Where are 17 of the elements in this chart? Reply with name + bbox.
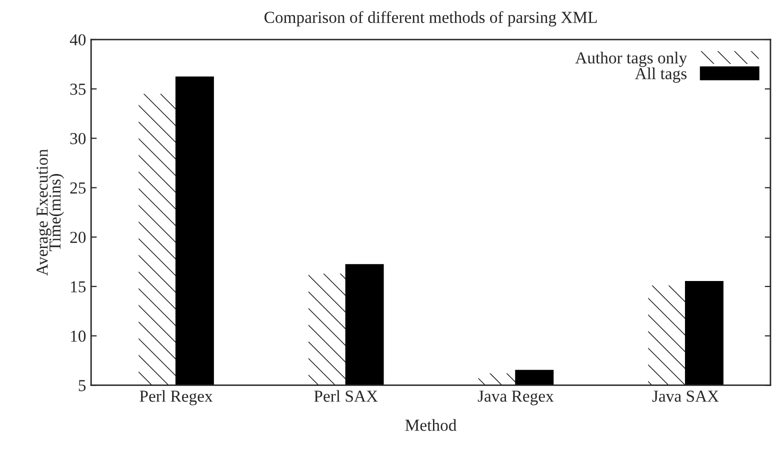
- y-tick-label: 35: [70, 84, 86, 95]
- y-tick-label: 25: [70, 182, 86, 194]
- x-axis-title: Method: [405, 419, 456, 431]
- legend-label: All tags: [634, 68, 687, 83]
- y-tick-label: 30: [70, 132, 86, 144]
- chart-title: Comparison of different methods of parsing XML: [264, 11, 597, 26]
- y-tick-label: 40: [70, 34, 86, 46]
- x-tick-label: Java Regex: [478, 390, 554, 406]
- x-tick-label: Perl SAX: [314, 390, 378, 402]
- x-tick-label: Perl Regex: [140, 390, 213, 406]
- y-tick-label: 20: [70, 232, 86, 244]
- x-tick-label: Java SAX: [652, 390, 719, 402]
- y-axis-title: Average Execution Time(mins): [36, 149, 64, 276]
- y-tick-label: 5: [78, 380, 86, 392]
- y-tick-label: 15: [71, 281, 86, 292]
- legend-label: Author tags only: [575, 52, 688, 67]
- y-tick-label: 10: [71, 330, 86, 342]
